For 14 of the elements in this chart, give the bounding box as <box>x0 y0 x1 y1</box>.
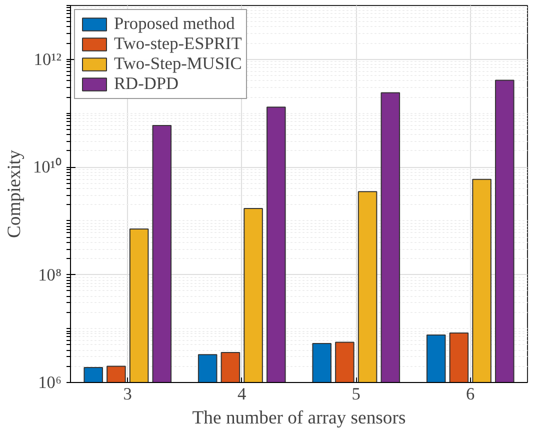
y-axis-title: Compiexity <box>4 149 25 238</box>
legend-label: Proposed method <box>114 14 235 34</box>
x-axis-title: The number of array sensors <box>192 408 406 428</box>
x-tick-label: 6 <box>466 384 476 404</box>
y-tick-label: 10¹⁰ <box>32 158 62 177</box>
legend-label: RD-DPD <box>114 74 179 94</box>
y-tick-label: 10¹² <box>34 50 62 69</box>
y-tick-label: 10⁸ <box>38 265 62 284</box>
x-tick-label: 3 <box>123 384 132 404</box>
x-tick-label: 5 <box>352 384 360 404</box>
x-tick-label: 4 <box>238 384 247 404</box>
legend-label: Two-Step-MUSIC <box>114 54 242 74</box>
y-tick-label: 10⁶ <box>38 373 62 392</box>
legend-label: Two-step-ESPRIT <box>114 34 242 54</box>
